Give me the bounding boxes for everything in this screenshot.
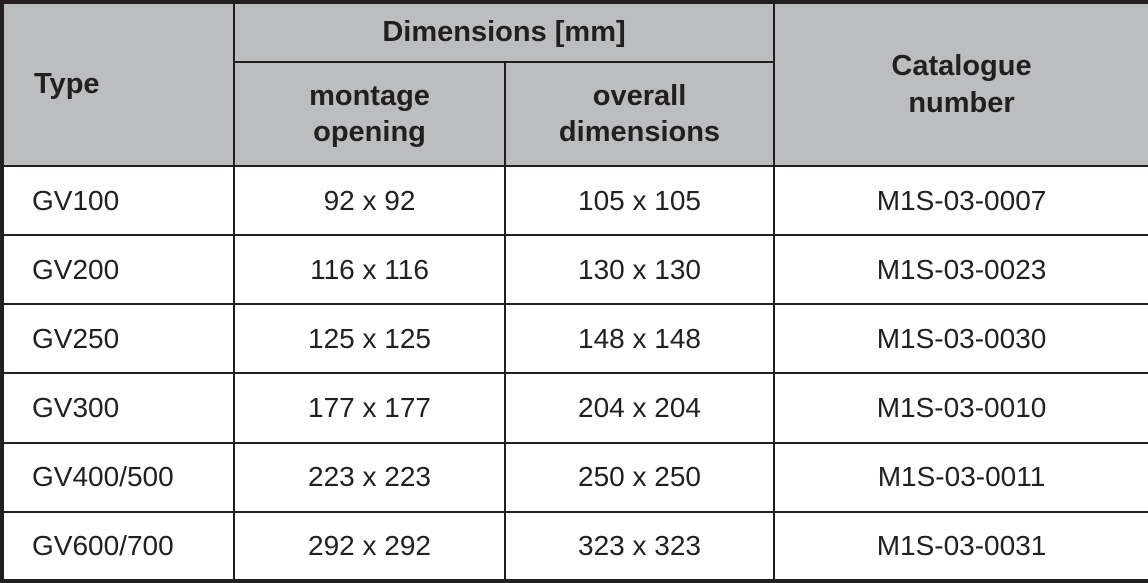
- cell-catalogue: M1S-03-0011: [773, 441, 1148, 513]
- cell-type: GV600/700: [1, 510, 235, 583]
- table-row: GV200 116 x 116 130 x 130 M1S-03-0023: [1, 234, 1148, 306]
- cell-type: GV100: [1, 164, 235, 237]
- table-row: GV300 177 x 177 204 x 204 M1S-03-0010: [1, 372, 1148, 444]
- cell-overall: 204 x 204: [503, 372, 776, 444]
- cell-montage: 92 x 92: [233, 164, 506, 237]
- cell-montage: 223 x 223: [233, 441, 506, 513]
- cell-catalogue: M1S-03-0007: [773, 164, 1148, 237]
- cell-montage: 292 x 292: [233, 510, 506, 583]
- cell-montage: 116 x 116: [233, 234, 506, 306]
- table-row: GV250 125 x 125 148 x 148 M1S-03-0030: [1, 303, 1148, 375]
- cell-type: GV300: [1, 372, 235, 444]
- header-type: Type: [1, 1, 235, 167]
- table-row: GV600/700 292 x 292 323 x 323 M1S-03-003…: [1, 510, 1148, 583]
- cell-overall: 105 x 105: [503, 164, 776, 237]
- cell-catalogue: M1S-03-0030: [773, 303, 1148, 375]
- header-catalogue-number: Catalogue number: [773, 1, 1148, 167]
- cell-catalogue: M1S-03-0031: [773, 510, 1148, 583]
- cell-montage: 177 x 177: [233, 372, 506, 444]
- cell-overall: 323 x 323: [503, 510, 776, 583]
- cell-montage: 125 x 125: [233, 303, 506, 375]
- cell-overall: 148 x 148: [503, 303, 776, 375]
- cell-catalogue: M1S-03-0010: [773, 372, 1148, 444]
- table-row: GV400/500 223 x 223 250 x 250 M1S-03-001…: [1, 441, 1148, 513]
- cell-type: GV200: [1, 234, 235, 306]
- header-dimensions-group: Dimensions [mm]: [232, 1, 776, 63]
- cell-type: GV250: [1, 303, 235, 375]
- header-overall-dimensions: overall dimensions: [503, 61, 776, 167]
- cell-type: GV400/500: [1, 441, 235, 513]
- cell-catalogue: M1S-03-0023: [773, 234, 1148, 306]
- cell-overall: 130 x 130: [503, 234, 776, 306]
- table-row: GV100 92 x 92 105 x 105 M1S-03-0007: [1, 164, 1148, 237]
- cell-overall: 250 x 250: [503, 441, 776, 513]
- header-montage-opening: montage opening: [233, 61, 506, 167]
